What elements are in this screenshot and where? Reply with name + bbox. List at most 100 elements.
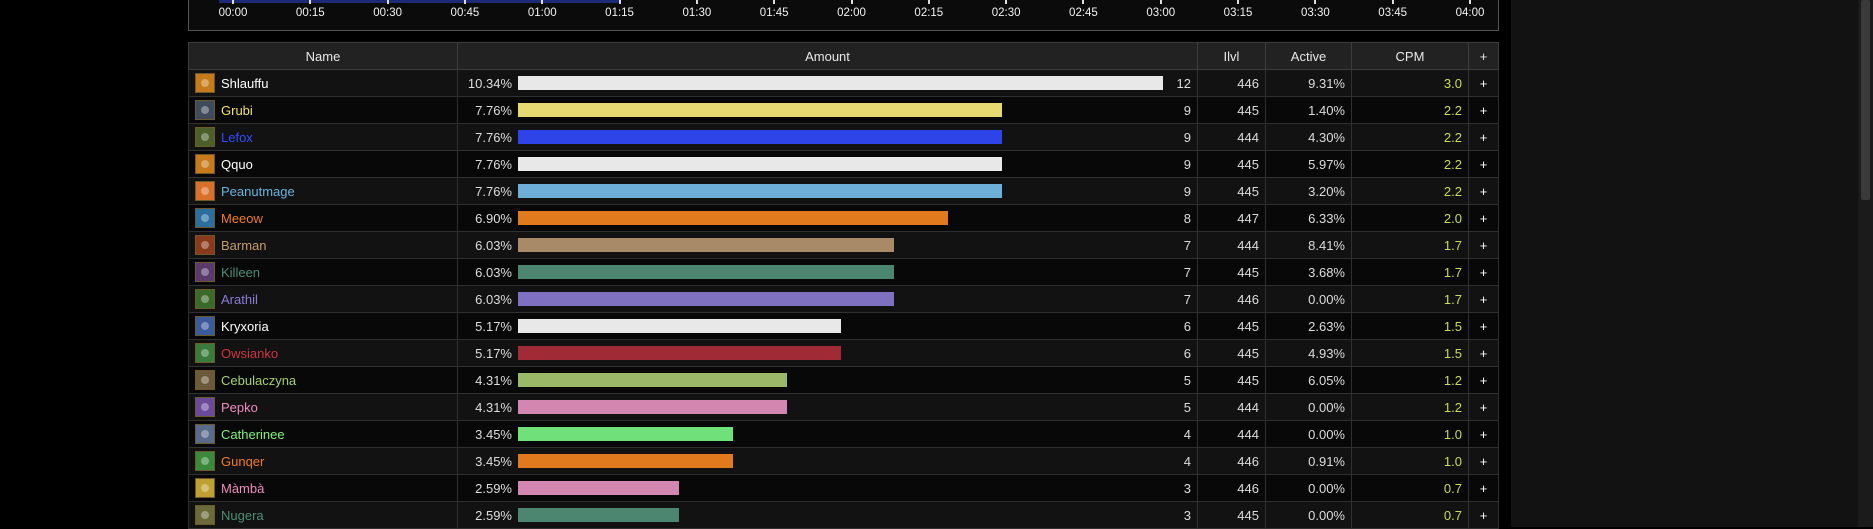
amount-cell: 4.31% 5: [457, 366, 1198, 394]
amount-percent: 6.03%: [475, 237, 512, 253]
name-cell: Cebulaczyna: [188, 366, 458, 394]
expand-row-button[interactable]: +: [1468, 501, 1499, 529]
expand-row-button[interactable]: +: [1468, 420, 1499, 448]
table-row[interactable]: Peanutmage 7.76% 9 445 3.20% 2.2 +: [188, 177, 1499, 205]
active-cell: 0.00%: [1265, 501, 1352, 529]
expand-row-button[interactable]: +: [1468, 150, 1499, 178]
table-row[interactable]: Shlauffu 10.34% 12 446 9.31% 3.0 +: [188, 69, 1499, 97]
table-row[interactable]: Nugera 2.59% 3 445 0.00% 0.7 +: [188, 501, 1499, 529]
player-name[interactable]: Catherinee: [221, 426, 285, 442]
amount-cell: 6.03% 7: [457, 258, 1198, 286]
player-name[interactable]: Màmbà: [221, 480, 265, 496]
class-icon: [195, 181, 215, 201]
player-name[interactable]: Lefox: [221, 129, 253, 145]
amount-count: 7: [1183, 291, 1191, 307]
timeline-tick: [850, 0, 853, 4]
timeline-tick-label: 00:15: [295, 7, 325, 19]
timeline-tick-label: 02:00: [837, 7, 866, 19]
column-header-name[interactable]: Name: [188, 42, 458, 70]
player-name[interactable]: Grubi: [221, 102, 253, 118]
expand-row-button[interactable]: +: [1468, 231, 1499, 259]
player-name[interactable]: Gunqer: [221, 453, 265, 469]
table-row[interactable]: Grubi 7.76% 9 445 1.40% 2.2 +: [188, 96, 1499, 124]
expand-row-button[interactable]: +: [1468, 474, 1499, 502]
active-cell: 5.97%: [1265, 150, 1352, 178]
player-name[interactable]: Owsianko: [221, 345, 279, 361]
column-header-ilvl[interactable]: Ilvl: [1197, 42, 1266, 70]
player-name[interactable]: Cebulaczyna: [221, 372, 297, 388]
table-row[interactable]: Cebulaczyna 4.31% 5 445 6.05% 1.2 +: [188, 366, 1499, 394]
table-row[interactable]: Lefox 7.76% 9 444 4.30% 2.2 +: [188, 123, 1499, 151]
table-row[interactable]: Meeow 6.90% 8 447 6.33% 2.0 +: [188, 204, 1499, 232]
amount-count: 4: [1183, 426, 1191, 442]
player-name[interactable]: Meeow: [221, 210, 263, 226]
amount-count: 6: [1183, 345, 1191, 361]
scroll-thumb[interactable]: [1861, 0, 1870, 200]
table-row[interactable]: Owsianko 5.17% 6 445 4.93% 1.5 +: [188, 339, 1499, 367]
expand-row-button[interactable]: +: [1468, 312, 1499, 340]
column-header-cpm[interactable]: CPM: [1351, 42, 1469, 70]
expand-row-button[interactable]: +: [1468, 69, 1499, 97]
expand-row-button[interactable]: +: [1468, 393, 1499, 421]
ilvl-cell: 446: [1197, 474, 1266, 502]
table-row[interactable]: Màmbà 2.59% 3 446 0.00% 0.7 +: [188, 474, 1499, 502]
amount-percent: 4.31%: [475, 372, 512, 388]
table-row[interactable]: Kryxoria 5.17% 6 445 2.63% 1.5 +: [188, 312, 1499, 340]
table-row[interactable]: Arathil 6.03% 7 446 0.00% 1.7 +: [188, 285, 1499, 313]
expand-row-button[interactable]: +: [1468, 285, 1499, 313]
player-name[interactable]: Barman: [221, 237, 267, 253]
amount-cell: 5.17% 6: [457, 312, 1198, 340]
player-name[interactable]: Qquo: [221, 156, 253, 172]
player-name[interactable]: Kryxoria: [221, 318, 269, 334]
amount-cell: 6.03% 7: [457, 285, 1198, 313]
table-row[interactable]: Killeen 6.03% 7 445 3.68% 1.7 +: [188, 258, 1499, 286]
amount-percent: 7.76%: [475, 102, 512, 118]
name-cell: Lefox: [188, 123, 458, 151]
timeline-tick: [1314, 0, 1317, 4]
timeline-tick-label: 03:30: [1300, 7, 1330, 19]
class-icon: [195, 316, 215, 336]
expand-row-button[interactable]: +: [1468, 123, 1499, 151]
ilvl-cell: 445: [1197, 501, 1266, 529]
name-cell: Shlauffu: [188, 69, 458, 97]
amount-bar: [518, 373, 787, 387]
table-row[interactable]: Gunqer 3.45% 4 446 0.91% 1.0 +: [188, 447, 1499, 475]
expand-row-button[interactable]: +: [1468, 204, 1499, 232]
cpm-cell: 1.0: [1351, 447, 1469, 475]
name-cell: Grubi: [188, 96, 458, 124]
amount-bar-track: [518, 400, 1163, 414]
expand-row-button[interactable]: +: [1468, 258, 1499, 286]
expand-row-button[interactable]: +: [1468, 96, 1499, 124]
player-name[interactable]: Killeen: [221, 264, 261, 280]
player-name[interactable]: Nugera: [221, 507, 264, 523]
timeline-tick-label: 01:15: [605, 7, 634, 19]
expand-row-button[interactable]: +: [1468, 177, 1499, 205]
class-icon: [195, 208, 215, 228]
table-row[interactable]: Pepko 4.31% 5 444 0.00% 1.2 +: [188, 393, 1499, 421]
class-icon: [195, 370, 215, 390]
timeline-tick-label: 02:15: [914, 7, 944, 19]
scrollbar[interactable]: [1858, 0, 1873, 527]
table-row[interactable]: Qquo 7.76% 9 445 5.97% 2.2 +: [188, 150, 1499, 178]
amount-bar-track: [518, 130, 1163, 144]
column-header-expand[interactable]: +: [1468, 42, 1499, 70]
player-name[interactable]: Shlauffu: [221, 75, 269, 91]
expand-row-button[interactable]: +: [1468, 447, 1499, 475]
amount-cell: 5.17% 6: [457, 339, 1198, 367]
column-header-amount[interactable]: Amount: [457, 42, 1198, 70]
player-name[interactable]: Arathil: [221, 291, 258, 307]
timeline-tick: [1469, 0, 1471, 4]
amount-bar: [518, 508, 680, 522]
column-header-active[interactable]: Active: [1265, 42, 1352, 70]
table-row[interactable]: Catherinee 3.45% 4 444 0.00% 1.0 +: [188, 420, 1499, 448]
player-name[interactable]: Pepko: [221, 399, 258, 415]
amount-cell: 4.31% 5: [457, 393, 1198, 421]
player-name[interactable]: Peanutmage: [221, 183, 295, 199]
amount-bar: [518, 454, 733, 468]
table-row[interactable]: Barman 6.03% 7 444 8.41% 1.7 +: [188, 231, 1499, 259]
amount-bar: [518, 157, 1002, 171]
ilvl-cell: 446: [1197, 447, 1266, 475]
timeline-tick: [1082, 0, 1085, 4]
expand-row-button[interactable]: +: [1468, 366, 1499, 394]
expand-row-button[interactable]: +: [1468, 339, 1499, 367]
